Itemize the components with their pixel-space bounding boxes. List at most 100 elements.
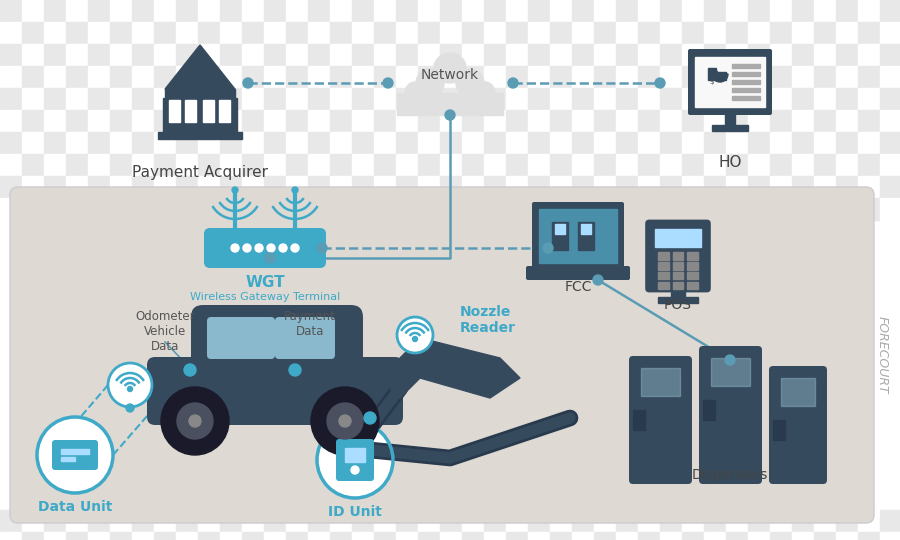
Bar (682, 176, 704, 198)
Bar (198, 110, 220, 132)
Bar (616, 110, 638, 132)
Bar (242, 154, 264, 176)
Bar (550, 44, 572, 66)
Bar (396, 0, 418, 22)
Bar (616, 510, 638, 532)
Bar (0, 532, 22, 540)
Bar (594, 66, 616, 88)
Bar (550, 510, 572, 532)
Bar (308, 44, 330, 66)
Bar (594, 44, 616, 66)
Bar (528, 66, 550, 88)
Bar (672, 272, 683, 279)
Bar (264, 510, 286, 532)
Bar (462, 88, 484, 110)
Bar (154, 532, 176, 540)
Bar (176, 66, 198, 88)
Bar (198, 132, 220, 154)
Bar (528, 176, 550, 198)
Bar (836, 154, 858, 176)
Bar (264, 154, 286, 176)
Bar (462, 198, 484, 220)
Bar (242, 176, 264, 198)
Bar (528, 88, 550, 110)
Bar (836, 110, 858, 132)
Bar (594, 176, 616, 198)
Bar (858, 66, 880, 88)
Bar (308, 88, 330, 110)
Bar (396, 154, 418, 176)
Text: Wireless Gateway Terminal: Wireless Gateway Terminal (190, 292, 340, 302)
Bar (242, 532, 264, 540)
Bar (110, 198, 132, 220)
Bar (660, 132, 682, 154)
Bar (330, 198, 352, 220)
Bar (638, 132, 660, 154)
Bar (110, 110, 132, 132)
Bar (506, 176, 528, 198)
Bar (660, 22, 682, 44)
Bar (748, 88, 770, 110)
Bar (88, 44, 110, 66)
Bar (550, 88, 572, 110)
Bar (374, 66, 396, 88)
Bar (616, 44, 638, 66)
Bar (792, 88, 814, 110)
Bar (528, 154, 550, 176)
Bar (286, 88, 308, 110)
Bar (154, 66, 176, 88)
Bar (66, 198, 88, 220)
Bar (220, 510, 242, 532)
Bar (0, 110, 22, 132)
Bar (220, 198, 242, 220)
Bar (506, 510, 528, 532)
Text: POS: POS (664, 298, 692, 312)
Bar (658, 252, 669, 260)
Bar (88, 510, 110, 532)
Bar (660, 510, 682, 532)
Bar (550, 154, 572, 176)
Bar (638, 0, 660, 22)
Bar (748, 198, 770, 220)
Bar (396, 110, 418, 132)
Bar (110, 66, 132, 88)
Bar (836, 532, 858, 540)
Bar (708, 68, 716, 80)
Circle shape (317, 422, 393, 498)
Bar (308, 0, 330, 22)
Bar (660, 110, 682, 132)
Circle shape (128, 387, 132, 392)
Ellipse shape (416, 69, 444, 97)
Bar (198, 176, 220, 198)
Bar (374, 198, 396, 220)
Bar (44, 44, 66, 66)
Bar (198, 0, 220, 22)
Circle shape (37, 417, 113, 493)
Bar (687, 272, 698, 279)
Circle shape (265, 253, 275, 263)
Bar (550, 0, 572, 22)
Bar (22, 176, 44, 198)
Bar (462, 0, 484, 22)
Bar (110, 532, 132, 540)
Bar (687, 262, 698, 269)
Bar (792, 532, 814, 540)
Bar (22, 22, 44, 44)
FancyBboxPatch shape (688, 49, 772, 115)
Circle shape (364, 412, 376, 424)
Circle shape (445, 110, 455, 120)
Bar (814, 44, 836, 66)
FancyBboxPatch shape (191, 305, 363, 379)
Bar (176, 88, 198, 110)
Bar (732, 64, 760, 68)
Bar (22, 532, 44, 540)
Bar (748, 532, 770, 540)
Bar (176, 510, 198, 532)
Bar (814, 532, 836, 540)
Bar (286, 510, 308, 532)
Bar (66, 44, 88, 66)
FancyBboxPatch shape (532, 202, 624, 270)
Bar (484, 22, 506, 44)
Bar (110, 88, 132, 110)
Bar (308, 176, 330, 198)
